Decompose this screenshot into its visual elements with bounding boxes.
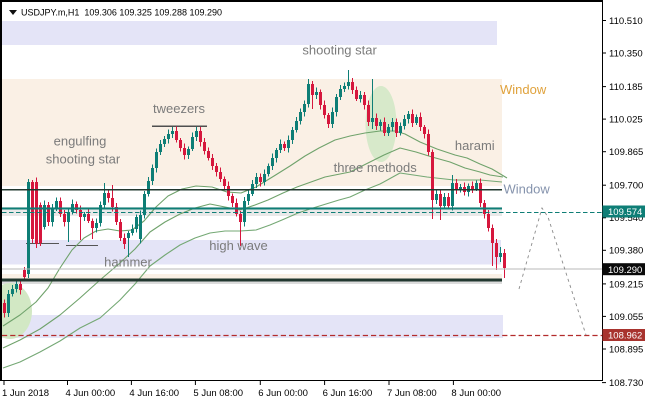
svg-text:110.025: 110.025 <box>609 115 643 126</box>
svg-text:108.730: 108.730 <box>609 378 643 389</box>
svg-text:109.574: 109.574 <box>608 207 642 218</box>
svg-text:4 Jun 16:00: 4 Jun 16:00 <box>129 388 179 399</box>
svg-text:6 Jun 00:00: 6 Jun 00:00 <box>258 388 308 399</box>
svg-text:109.540: 109.540 <box>609 213 643 224</box>
svg-text:108.962: 108.962 <box>608 331 642 342</box>
svg-text:6 Jun 16:00: 6 Jun 16:00 <box>323 388 373 399</box>
svg-text:shooting star: shooting star <box>302 43 377 58</box>
svg-text:110.350: 110.350 <box>609 48 643 59</box>
svg-text:4 Jun 00:00: 4 Jun 00:00 <box>66 388 116 399</box>
svg-text:109.865: 109.865 <box>609 147 643 158</box>
svg-text:Window: Window <box>500 82 547 97</box>
svg-text:Window: Window <box>504 182 551 197</box>
svg-text:7 Jun 08:00: 7 Jun 08:00 <box>387 388 437 399</box>
svg-text:5 Jun 08:00: 5 Jun 08:00 <box>193 388 243 399</box>
svg-text:USDJPY.m,H1 109.306 109.325 1: USDJPY.m,H1 109.306 109.325 109.288 109.… <box>21 8 222 18</box>
svg-text:1 Jun 2018: 1 Jun 2018 <box>2 388 49 399</box>
svg-text:109.700: 109.700 <box>609 181 643 192</box>
svg-text:high wave: high wave <box>209 238 268 253</box>
svg-text:harami: harami <box>455 138 495 153</box>
svg-text:tweezers: tweezers <box>153 101 206 116</box>
svg-text:109.380: 109.380 <box>609 246 643 257</box>
svg-text:110.510: 110.510 <box>609 16 643 27</box>
svg-text:hammer: hammer <box>104 255 152 270</box>
svg-text:110.185: 110.185 <box>609 82 643 93</box>
svg-text:109.290: 109.290 <box>608 265 642 276</box>
svg-text:shooting star: shooting star <box>46 152 121 167</box>
svg-text:109.055: 109.055 <box>609 312 643 323</box>
svg-text:108.895: 108.895 <box>609 344 643 355</box>
svg-text:109.215: 109.215 <box>609 279 643 290</box>
svg-text:engulfing: engulfing <box>54 134 107 149</box>
svg-text:8 Jun 00:00: 8 Jun 00:00 <box>451 388 501 399</box>
svg-text:three methods: three methods <box>334 160 418 175</box>
